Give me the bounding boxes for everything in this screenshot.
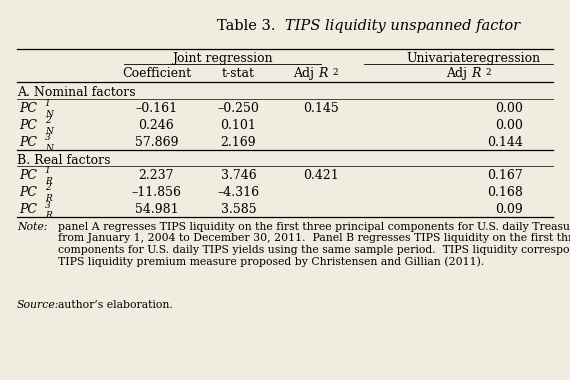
Text: 0.09: 0.09 [495, 203, 523, 217]
Text: B. Real factors: B. Real factors [17, 154, 111, 166]
Text: Joint regression: Joint regression [172, 52, 272, 65]
Text: 0.145: 0.145 [303, 102, 339, 115]
Text: Note:: Note: [17, 222, 47, 232]
Text: PC: PC [19, 169, 38, 182]
Text: A. Nominal factors: A. Nominal factors [17, 86, 136, 99]
Text: 2.237: 2.237 [139, 169, 174, 182]
Text: 0.167: 0.167 [487, 169, 523, 182]
Text: 3: 3 [45, 201, 51, 209]
Text: PC: PC [19, 119, 38, 132]
Text: t-stat: t-stat [222, 67, 255, 80]
Text: Coefficient: Coefficient [122, 67, 191, 80]
Text: 2: 2 [333, 68, 338, 77]
Text: TIPS liquidity unspanned factor: TIPS liquidity unspanned factor [285, 19, 520, 33]
Text: 54.981: 54.981 [135, 203, 178, 217]
Text: 0.168: 0.168 [487, 186, 523, 199]
Text: Table 3.: Table 3. [217, 19, 285, 33]
Text: 0.421: 0.421 [303, 169, 339, 182]
Text: Adj: Adj [446, 67, 471, 80]
Text: panel A regresses TIPS liquidity on the first three principal components for U.S: panel A regresses TIPS liquidity on the … [58, 222, 570, 267]
Text: PC: PC [19, 102, 38, 115]
Text: –0.250: –0.250 [218, 102, 259, 115]
Text: Univariateregression: Univariateregression [407, 52, 541, 65]
Text: 0.00: 0.00 [495, 119, 523, 132]
Text: Source:: Source: [17, 301, 59, 310]
Text: R: R [45, 194, 51, 203]
Text: author’s elaboration.: author’s elaboration. [58, 301, 173, 310]
Text: PC: PC [19, 186, 38, 199]
Text: –11.856: –11.856 [132, 186, 181, 199]
Text: R: R [45, 211, 51, 220]
Text: 3.585: 3.585 [221, 203, 256, 217]
Text: 2: 2 [45, 116, 51, 125]
Text: R: R [45, 177, 51, 186]
Text: –4.316: –4.316 [217, 186, 259, 199]
Text: N: N [45, 127, 52, 136]
Text: R: R [318, 67, 327, 80]
Text: 1: 1 [45, 99, 51, 108]
Text: –0.161: –0.161 [135, 102, 177, 115]
Text: 0.144: 0.144 [487, 136, 523, 149]
Text: Adj: Adj [293, 67, 318, 80]
Text: 1: 1 [45, 166, 51, 175]
Text: 57.869: 57.869 [135, 136, 178, 149]
Text: 2.169: 2.169 [221, 136, 256, 149]
Text: N: N [45, 144, 52, 153]
Text: 0.101: 0.101 [221, 119, 256, 132]
Text: 2: 2 [486, 68, 491, 77]
Text: 3.746: 3.746 [221, 169, 256, 182]
Text: R: R [471, 67, 481, 80]
Text: 0.00: 0.00 [495, 102, 523, 115]
Text: PC: PC [19, 203, 38, 217]
Text: N: N [45, 110, 52, 119]
Text: 2: 2 [45, 183, 51, 192]
Text: 3: 3 [45, 133, 51, 142]
Text: PC: PC [19, 136, 38, 149]
Text: 0.246: 0.246 [139, 119, 174, 132]
